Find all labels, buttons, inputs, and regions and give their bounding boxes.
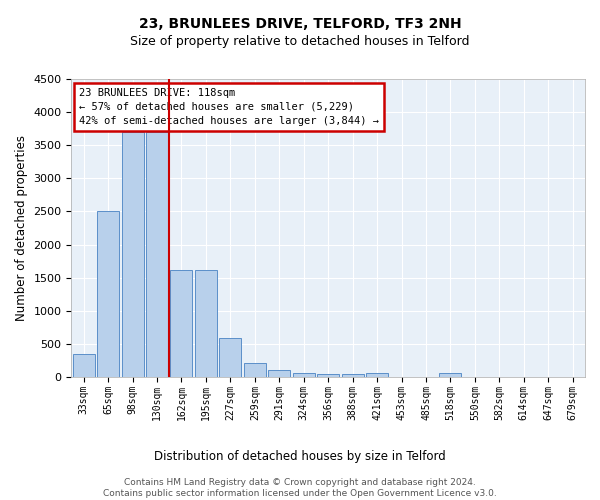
Text: 23, BRUNLEES DRIVE, TELFORD, TF3 2NH: 23, BRUNLEES DRIVE, TELFORD, TF3 2NH [139, 18, 461, 32]
Bar [293, 373, 315, 377]
Bar [268, 370, 290, 377]
Bar [341, 374, 364, 377]
Bar [73, 354, 95, 377]
Text: Contains HM Land Registry data © Crown copyright and database right 2024.
Contai: Contains HM Land Registry data © Crown c… [103, 478, 497, 498]
Bar [97, 212, 119, 377]
Bar [439, 373, 461, 377]
Text: Distribution of detached houses by size in Telford: Distribution of detached houses by size … [154, 450, 446, 463]
Text: 23 BRUNLEES DRIVE: 118sqm
← 57% of detached houses are smaller (5,229)
42% of se: 23 BRUNLEES DRIVE: 118sqm ← 57% of detac… [79, 88, 379, 126]
Bar [122, 132, 143, 377]
Bar [170, 270, 193, 377]
Bar [366, 373, 388, 377]
Bar [220, 338, 241, 377]
Bar [195, 270, 217, 377]
Bar [146, 132, 168, 377]
Bar [244, 362, 266, 377]
Y-axis label: Number of detached properties: Number of detached properties [15, 135, 28, 321]
Bar [317, 374, 339, 377]
Text: Size of property relative to detached houses in Telford: Size of property relative to detached ho… [130, 35, 470, 48]
